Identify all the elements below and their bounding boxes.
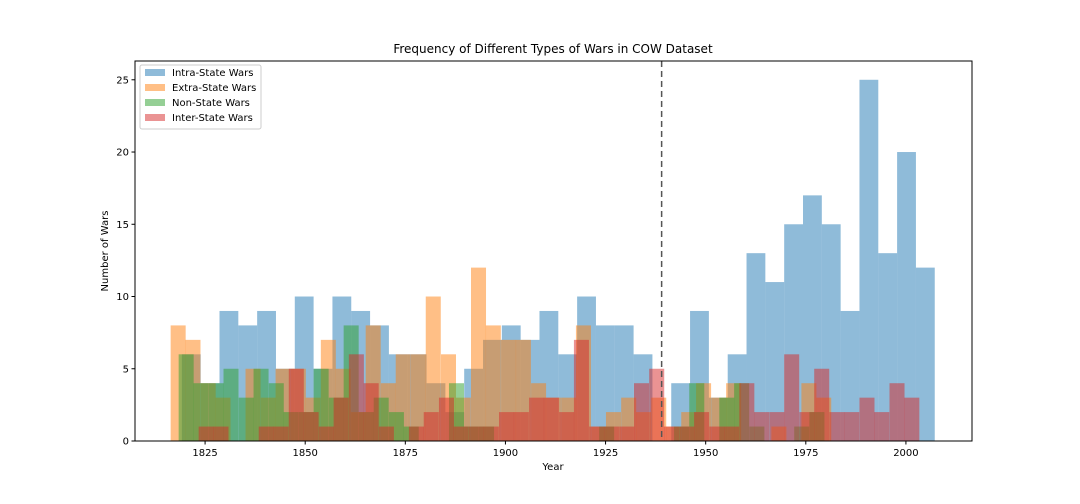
- bar: [859, 79, 879, 441]
- bar: [619, 426, 635, 441]
- bar: [589, 426, 605, 441]
- chart-title: Frequency of Different Types of Wars in …: [393, 42, 713, 56]
- y-tick-label: 10: [116, 292, 129, 303]
- bar: [664, 426, 680, 441]
- bar: [485, 325, 501, 441]
- bar: [874, 412, 890, 441]
- bar: [223, 368, 239, 441]
- bar: [178, 354, 194, 441]
- bar: [814, 368, 830, 441]
- y-axis-label: Number of Wars: [100, 211, 111, 292]
- bar: [348, 354, 364, 441]
- bar: [318, 426, 334, 441]
- bar: [724, 426, 740, 441]
- y-axis: 0 5 10 15 20 25: [116, 75, 135, 448]
- y-tick-label: 0: [123, 437, 129, 448]
- x-axis: 1825 1850 1875 1900 1925 1950 1975 2000: [192, 441, 919, 459]
- legend-swatch: [145, 69, 165, 76]
- x-tick-label: 1975: [793, 448, 818, 459]
- x-tick-label: 1825: [192, 448, 217, 459]
- bar: [333, 397, 349, 441]
- bar: [573, 339, 589, 441]
- y-tick-label: 20: [116, 148, 129, 159]
- y-tick-label: 15: [116, 220, 129, 231]
- legend-label: Extra-State Wars: [172, 83, 256, 94]
- bar: [213, 426, 229, 441]
- bar: [784, 354, 800, 441]
- legend-swatch: [145, 84, 165, 91]
- y-tick-label: 5: [123, 364, 129, 375]
- bar: [859, 397, 875, 441]
- bar: [410, 354, 426, 441]
- x-tick-label: 1850: [292, 448, 317, 459]
- bar: [915, 267, 935, 441]
- x-tick-label: 1925: [593, 448, 618, 459]
- bar: [649, 368, 665, 441]
- bar: [603, 426, 619, 441]
- bar: [253, 368, 269, 441]
- bar: [378, 426, 394, 441]
- bar: [453, 426, 469, 441]
- y-tick-label: 25: [116, 75, 129, 86]
- bar: [238, 397, 254, 441]
- bar: [765, 282, 785, 441]
- bar: [889, 383, 905, 441]
- x-tick-label: 1900: [493, 448, 518, 459]
- axes-frame: [134, 60, 973, 442]
- legend-box: [139, 64, 262, 130]
- legend-label: Non-State Wars: [172, 98, 250, 109]
- bar: [513, 412, 529, 441]
- plot-area: [170, 61, 935, 441]
- bar: [471, 267, 487, 441]
- bar: [258, 426, 274, 441]
- bar: [423, 412, 439, 441]
- legend-label: Inter-State Wars: [172, 113, 253, 124]
- bar: [483, 426, 499, 441]
- bar: [408, 426, 424, 441]
- bar: [844, 412, 860, 441]
- legend-swatch: [145, 114, 165, 121]
- bar: [438, 397, 454, 441]
- bar: [679, 426, 695, 441]
- bar: [754, 412, 770, 441]
- bar: [303, 412, 319, 441]
- x-tick-label: 2000: [893, 448, 918, 459]
- bar: [425, 296, 441, 441]
- bar: [829, 412, 845, 441]
- bar: [769, 412, 785, 441]
- x-tick-label: 1875: [393, 448, 418, 459]
- bar: [897, 152, 916, 441]
- bar: [198, 426, 214, 441]
- bar: [694, 412, 710, 441]
- bar: [363, 383, 379, 441]
- legend-label: Intra-State Wars: [172, 68, 253, 79]
- bar: [273, 426, 289, 441]
- bar: [529, 397, 545, 441]
- bar: [499, 412, 515, 441]
- x-tick-label: 1950: [693, 448, 718, 459]
- bar: [634, 383, 650, 441]
- series-3: [198, 339, 920, 441]
- legend: Intra-State Wars Extra-State Wars Non-Stat…: [139, 64, 262, 130]
- bar: [559, 412, 575, 441]
- bar: [469, 426, 485, 441]
- bar: [799, 412, 815, 441]
- bar: [709, 426, 725, 441]
- x-axis-label: Year: [541, 462, 564, 473]
- bar: [543, 397, 559, 441]
- bar: [840, 310, 860, 441]
- bar: [904, 397, 920, 441]
- bar: [288, 368, 304, 441]
- legend-swatch: [145, 99, 165, 106]
- bar: [739, 383, 755, 441]
